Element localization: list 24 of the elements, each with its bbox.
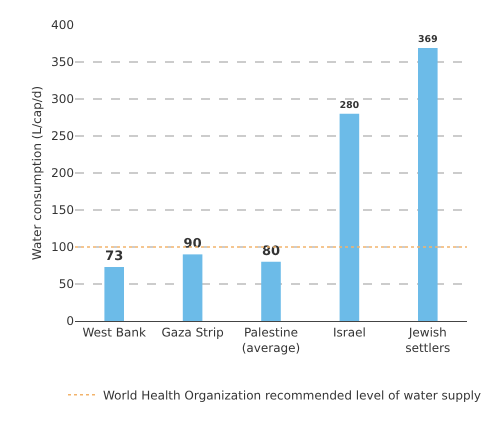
y-tick-label: 300 [51, 92, 74, 106]
y-tick-label: 50 [58, 277, 74, 292]
x-tick-label: Israel [333, 325, 366, 340]
bar [182, 254, 202, 321]
x-tick-label: Gaza Strip [161, 325, 224, 340]
data-label: 73 [105, 248, 124, 264]
data-label: 280 [340, 100, 360, 111]
legend-label: World Health Organization recommended level of water supply [103, 388, 482, 402]
bar [340, 114, 360, 321]
x-tick-label: West Bank [82, 325, 146, 340]
y-tick-label: 350 [51, 55, 74, 70]
y-tick-label: 400 [51, 18, 74, 32]
y-tick-label: 100 [51, 240, 74, 254]
y-tick-label: 150 [51, 203, 74, 218]
y-tick-label: 250 [51, 129, 74, 144]
bar [104, 266, 124, 321]
y-tick-label: 0 [66, 314, 74, 328]
y-axis-title: Water consumption (L/cap/d) [30, 86, 44, 260]
y-tick-label: 200 [51, 166, 74, 180]
data-label: 369 [418, 34, 438, 46]
x-tick-label: Jewish settlers [405, 325, 450, 355]
bar [261, 262, 281, 321]
x-tick-label: Palestine (average) [242, 325, 300, 355]
bar [418, 48, 438, 321]
